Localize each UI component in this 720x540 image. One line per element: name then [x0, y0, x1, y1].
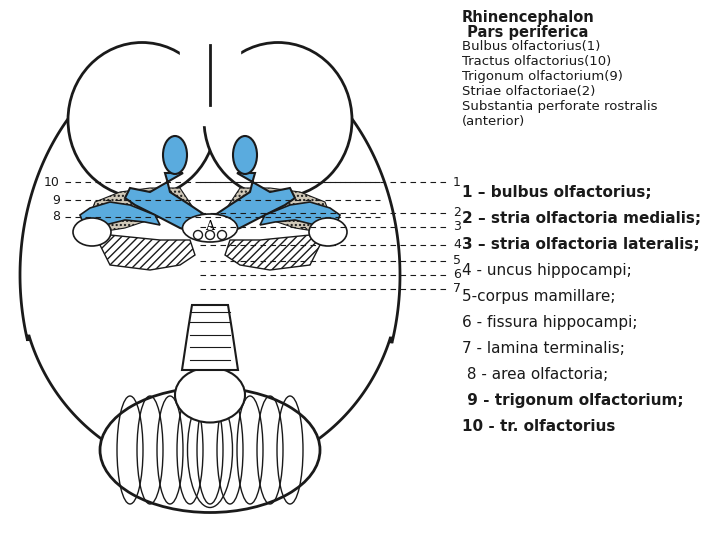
Text: 1 – bulbus olfactorius;: 1 – bulbus olfactorius; [462, 185, 652, 200]
Polygon shape [80, 202, 160, 228]
Text: 10: 10 [44, 176, 60, 188]
Text: 4: 4 [453, 239, 461, 252]
Text: 5: 5 [453, 254, 461, 267]
Text: 2: 2 [453, 206, 461, 219]
Text: Bulbus olfactorius(1): Bulbus olfactorius(1) [462, 40, 600, 53]
Polygon shape [225, 235, 320, 270]
Text: Tractus olfactorius(10): Tractus olfactorius(10) [462, 55, 611, 68]
Polygon shape [213, 173, 295, 235]
Text: 10 - tr. olfactorius: 10 - tr. olfactorius [462, 419, 616, 434]
Text: 5-corpus mamillare;: 5-corpus mamillare; [462, 289, 616, 304]
Ellipse shape [194, 231, 202, 240]
Text: 8: 8 [52, 211, 60, 224]
Ellipse shape [100, 388, 320, 512]
Text: 4 - uncus hippocampi;: 4 - uncus hippocampi; [462, 263, 631, 278]
Polygon shape [100, 235, 195, 270]
Text: 6: 6 [453, 268, 461, 281]
Text: 3 – stria olfactoria lateralis;: 3 – stria olfactoria lateralis; [462, 237, 700, 252]
Text: Rhinencephalon: Rhinencephalon [462, 10, 595, 25]
Ellipse shape [205, 231, 215, 240]
Ellipse shape [309, 218, 347, 246]
Bar [180, 5, 240, 125]
Text: 7: 7 [453, 282, 461, 295]
Text: 7 - lamina terminalis;: 7 - lamina terminalis; [462, 341, 625, 356]
Polygon shape [125, 173, 207, 235]
Text: Trigonum olfactorium(9): Trigonum olfactorium(9) [462, 70, 623, 83]
Ellipse shape [233, 136, 257, 174]
Ellipse shape [204, 43, 352, 198]
Ellipse shape [73, 218, 111, 246]
Ellipse shape [68, 43, 216, 198]
Polygon shape [182, 305, 238, 370]
Polygon shape [85, 188, 200, 232]
Text: Striae olfactoriae(2): Striae olfactoriae(2) [462, 85, 595, 98]
Text: 6 - fissura hippocampi;: 6 - fissura hippocampi; [462, 315, 637, 330]
Ellipse shape [175, 368, 245, 422]
Text: A: A [205, 219, 215, 233]
Text: 3: 3 [453, 220, 461, 233]
Text: 9 - trigonum olfactorium;: 9 - trigonum olfactorium; [462, 393, 683, 408]
Text: Substantia perforate rostralis: Substantia perforate rostralis [462, 100, 657, 113]
Ellipse shape [163, 136, 187, 174]
Text: 2 – stria olfactoria medialis;: 2 – stria olfactoria medialis; [462, 211, 701, 226]
Text: 9: 9 [52, 193, 60, 206]
Polygon shape [260, 202, 340, 228]
Text: (anterior): (anterior) [462, 115, 526, 128]
Text: 8 - area olfactoria;: 8 - area olfactoria; [462, 367, 608, 382]
Polygon shape [20, 51, 400, 475]
Ellipse shape [182, 214, 238, 242]
Ellipse shape [217, 231, 227, 240]
Text: Pars periferica: Pars periferica [462, 25, 588, 40]
Polygon shape [220, 188, 335, 232]
Text: 1: 1 [453, 176, 461, 188]
